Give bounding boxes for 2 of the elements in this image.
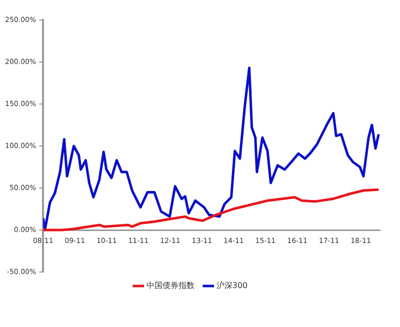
- legend-label: 中国债券指数: [146, 281, 194, 290]
- legend-label: 沪深300: [216, 281, 248, 290]
